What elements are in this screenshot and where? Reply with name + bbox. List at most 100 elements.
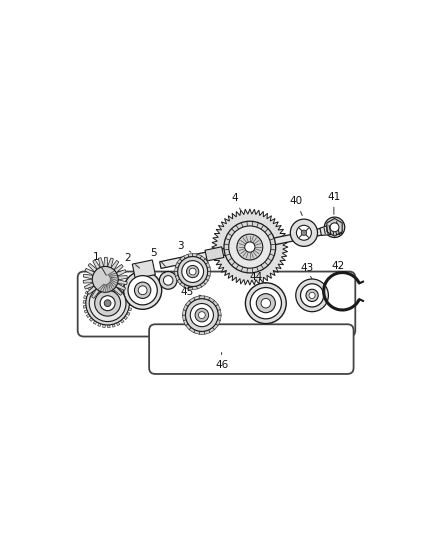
Circle shape xyxy=(177,256,207,287)
Polygon shape xyxy=(196,285,201,289)
Circle shape xyxy=(89,285,126,321)
Polygon shape xyxy=(182,315,186,320)
Polygon shape xyxy=(114,264,123,273)
Polygon shape xyxy=(193,296,199,300)
Polygon shape xyxy=(124,316,127,320)
Polygon shape xyxy=(97,323,101,327)
Polygon shape xyxy=(116,270,126,276)
Polygon shape xyxy=(100,279,103,282)
Text: 2: 2 xyxy=(124,253,139,268)
Circle shape xyxy=(324,217,344,238)
Polygon shape xyxy=(86,314,90,318)
Polygon shape xyxy=(85,269,94,276)
Polygon shape xyxy=(92,260,100,269)
Polygon shape xyxy=(217,310,221,315)
Text: 44: 44 xyxy=(248,272,265,284)
Polygon shape xyxy=(177,279,182,284)
Polygon shape xyxy=(159,224,341,269)
Polygon shape xyxy=(183,320,188,326)
Polygon shape xyxy=(127,293,131,296)
Polygon shape xyxy=(177,259,182,264)
Polygon shape xyxy=(84,296,87,298)
Text: 42: 42 xyxy=(331,261,344,271)
Polygon shape xyxy=(122,285,126,288)
Polygon shape xyxy=(200,256,205,261)
Polygon shape xyxy=(107,325,110,328)
Polygon shape xyxy=(114,280,117,284)
Polygon shape xyxy=(189,327,194,333)
Polygon shape xyxy=(185,324,191,330)
Text: 4: 4 xyxy=(231,193,240,209)
Polygon shape xyxy=(207,267,210,271)
Circle shape xyxy=(198,312,205,319)
Text: 3: 3 xyxy=(177,241,191,252)
Circle shape xyxy=(104,300,111,306)
Polygon shape xyxy=(187,254,192,257)
Polygon shape xyxy=(129,303,132,306)
Polygon shape xyxy=(84,282,94,289)
Polygon shape xyxy=(129,298,132,301)
Polygon shape xyxy=(183,285,188,289)
Polygon shape xyxy=(192,286,197,289)
Polygon shape xyxy=(84,310,88,313)
Polygon shape xyxy=(203,259,208,264)
Circle shape xyxy=(329,223,338,232)
Polygon shape xyxy=(207,271,210,276)
Circle shape xyxy=(256,294,275,313)
Circle shape xyxy=(305,289,318,302)
Polygon shape xyxy=(116,284,125,290)
Circle shape xyxy=(163,276,173,285)
Polygon shape xyxy=(200,282,205,287)
Circle shape xyxy=(244,242,254,252)
Text: 41: 41 xyxy=(326,192,340,214)
Polygon shape xyxy=(103,292,106,302)
Circle shape xyxy=(159,271,177,289)
Circle shape xyxy=(124,271,161,309)
Circle shape xyxy=(189,268,196,275)
Polygon shape xyxy=(203,279,208,284)
Polygon shape xyxy=(93,321,96,325)
Circle shape xyxy=(134,282,151,298)
Polygon shape xyxy=(126,312,130,316)
Polygon shape xyxy=(102,325,105,328)
Polygon shape xyxy=(174,267,178,271)
Polygon shape xyxy=(175,263,179,268)
Polygon shape xyxy=(205,247,223,261)
Polygon shape xyxy=(204,296,209,300)
Polygon shape xyxy=(183,254,188,259)
Circle shape xyxy=(190,303,213,327)
Polygon shape xyxy=(106,292,112,301)
Polygon shape xyxy=(105,279,107,281)
Polygon shape xyxy=(117,280,127,285)
Circle shape xyxy=(308,292,314,298)
Polygon shape xyxy=(326,219,342,236)
Polygon shape xyxy=(88,287,91,290)
Circle shape xyxy=(100,296,115,311)
Polygon shape xyxy=(182,310,186,315)
Polygon shape xyxy=(91,284,95,287)
Text: 40: 40 xyxy=(289,196,302,215)
Polygon shape xyxy=(87,286,96,294)
Polygon shape xyxy=(112,324,115,327)
Polygon shape xyxy=(89,318,93,321)
Polygon shape xyxy=(107,258,113,268)
Polygon shape xyxy=(187,286,192,289)
Polygon shape xyxy=(85,291,88,294)
Polygon shape xyxy=(116,322,120,326)
Polygon shape xyxy=(215,305,220,311)
Polygon shape xyxy=(208,297,214,303)
Polygon shape xyxy=(120,319,124,323)
Polygon shape xyxy=(183,305,188,311)
Polygon shape xyxy=(199,296,204,299)
Polygon shape xyxy=(117,276,127,280)
Polygon shape xyxy=(215,320,220,326)
Polygon shape xyxy=(95,281,99,284)
Circle shape xyxy=(181,261,203,282)
Polygon shape xyxy=(110,279,113,282)
Polygon shape xyxy=(128,308,131,311)
Circle shape xyxy=(223,221,275,273)
Polygon shape xyxy=(83,274,93,279)
Polygon shape xyxy=(212,324,218,330)
Polygon shape xyxy=(189,297,194,303)
Text: 5: 5 xyxy=(150,248,165,266)
